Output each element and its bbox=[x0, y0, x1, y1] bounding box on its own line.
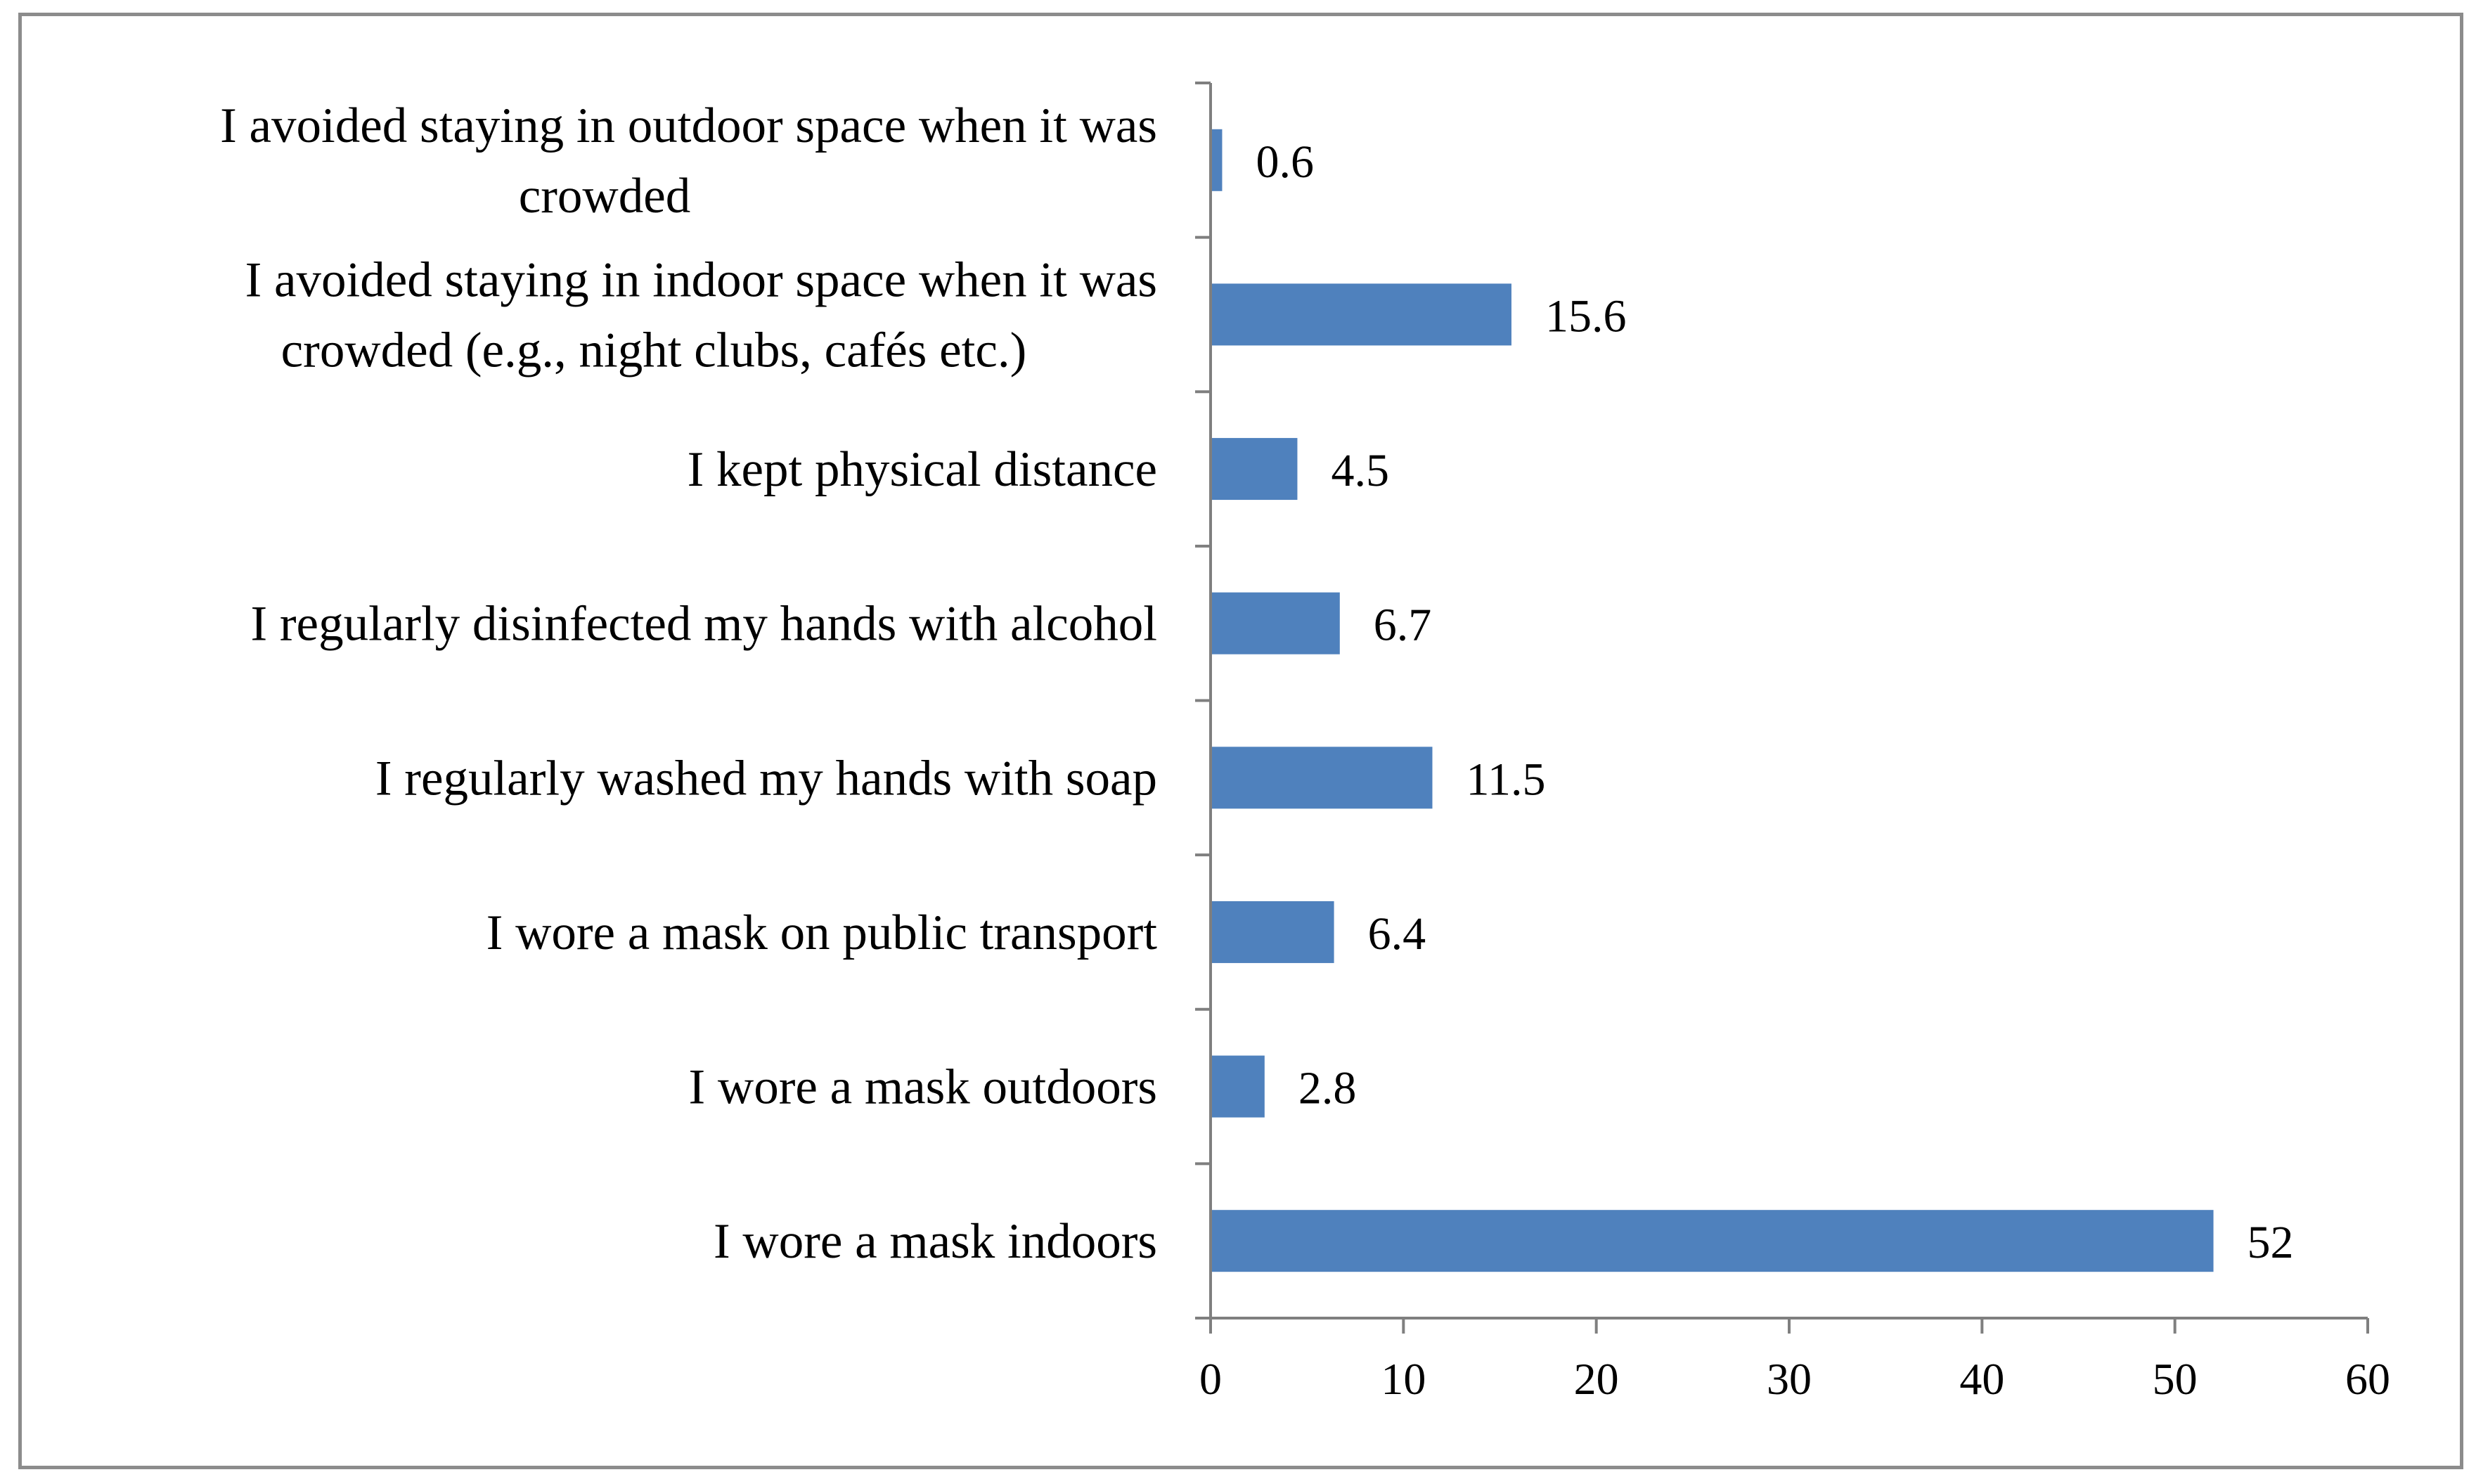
category-label: I regularly disinfected my hands with al… bbox=[251, 597, 1157, 652]
data-label: 2.8 bbox=[1298, 1063, 1357, 1114]
data-label: 0.6 bbox=[1256, 136, 1314, 188]
data-label: 6.4 bbox=[1368, 908, 1426, 960]
bar bbox=[1211, 747, 1433, 809]
bar bbox=[1211, 283, 1511, 346]
category-label: crowded (e.g., night clubs, cafés etc.) bbox=[281, 323, 1027, 378]
bar bbox=[1211, 438, 1298, 501]
category-label: I avoided staying in indoor space when i… bbox=[245, 252, 1157, 307]
category-label: I wore a mask on public transport bbox=[486, 905, 1158, 960]
data-label: 6.7 bbox=[1374, 600, 1432, 651]
category-label: I regularly washed my hands with soap bbox=[375, 751, 1157, 806]
bar bbox=[1211, 592, 1340, 654]
bar bbox=[1211, 901, 1334, 963]
category-label: crowded bbox=[519, 169, 690, 224]
bar bbox=[1211, 1210, 2214, 1272]
x-tick-label: 20 bbox=[1574, 1354, 1619, 1404]
category-label: I wore a mask outdoors bbox=[689, 1060, 1157, 1115]
x-tick-label: 30 bbox=[1767, 1354, 1812, 1404]
category-label: I wore a mask indoors bbox=[714, 1214, 1157, 1269]
x-tick-label: 10 bbox=[1381, 1354, 1426, 1404]
category-label: I avoided staying in outdoor space when … bbox=[220, 98, 1157, 153]
bar bbox=[1211, 1055, 1265, 1118]
x-tick-label: 60 bbox=[2345, 1354, 2390, 1404]
data-label: 52 bbox=[2248, 1217, 2294, 1268]
x-tick-label: 50 bbox=[2153, 1354, 2198, 1404]
data-label: 11.5 bbox=[1466, 754, 1545, 805]
data-label: 15.6 bbox=[1545, 290, 1627, 342]
category-label: I kept physical distance bbox=[688, 442, 1157, 497]
bar bbox=[1211, 129, 1223, 191]
x-tick-label: 0 bbox=[1199, 1354, 1222, 1404]
data-label: 4.5 bbox=[1331, 445, 1389, 496]
x-tick-label: 40 bbox=[1959, 1354, 2004, 1404]
